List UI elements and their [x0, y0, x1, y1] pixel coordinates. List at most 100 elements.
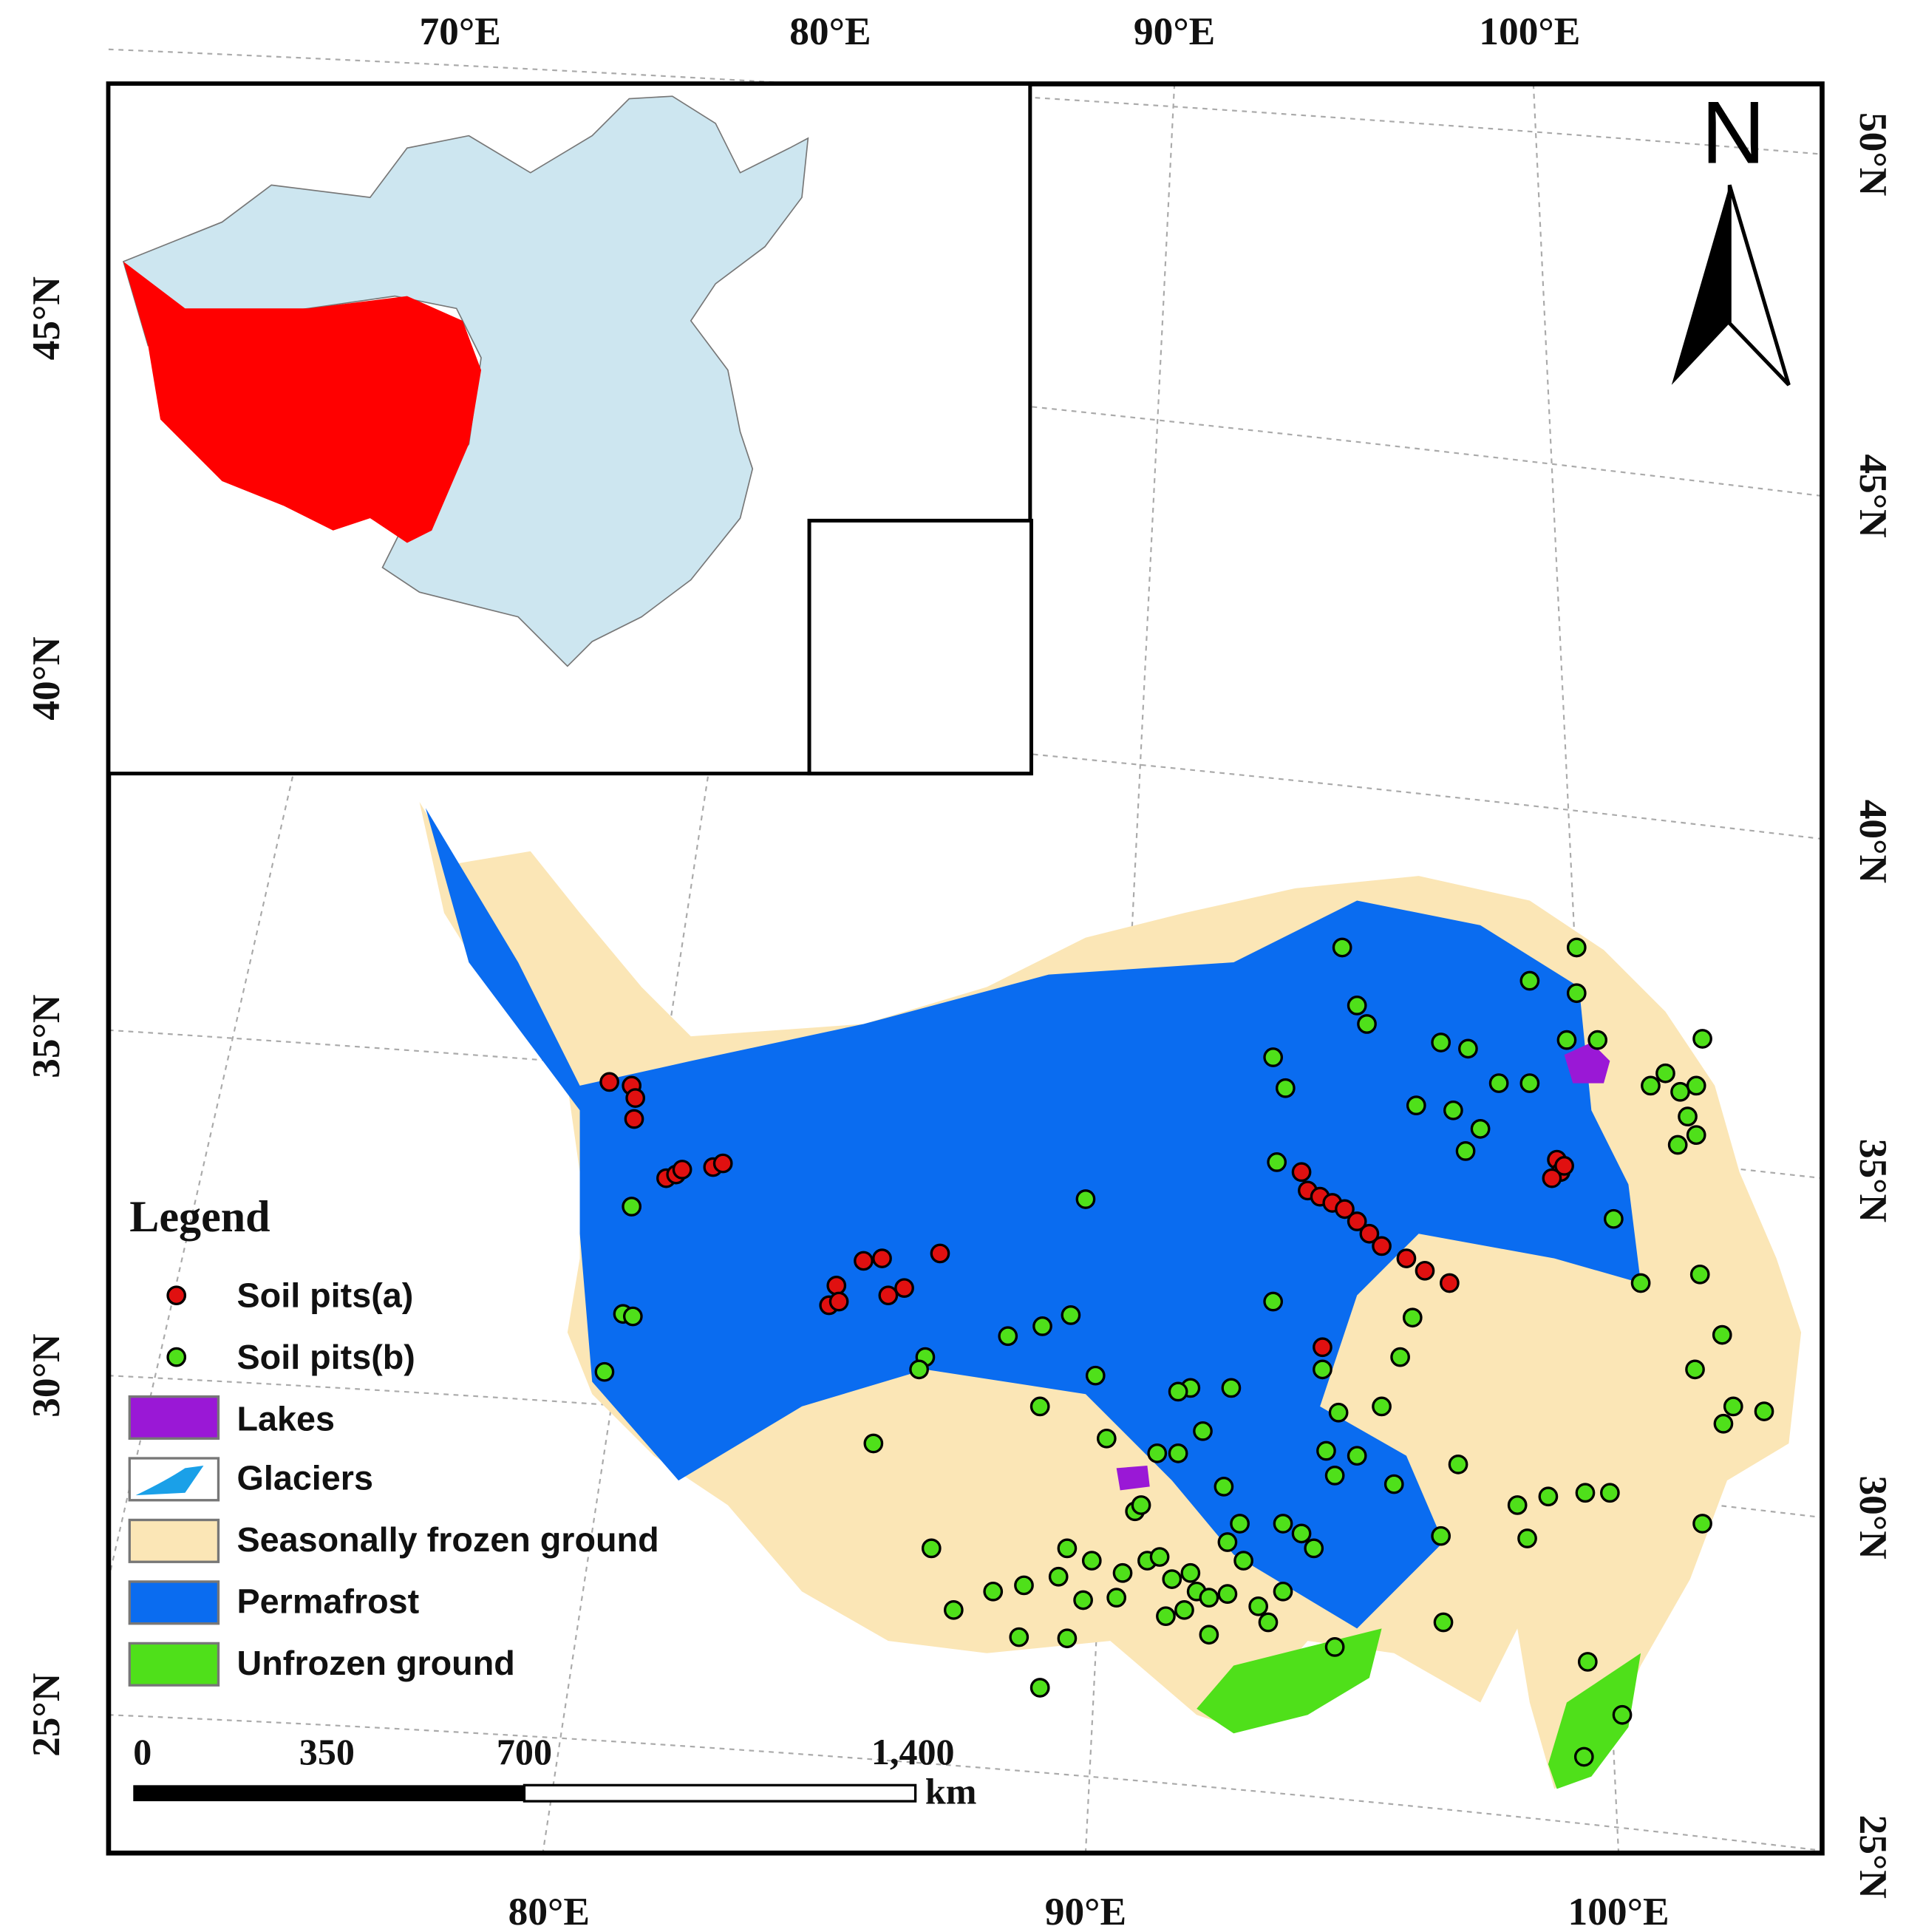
soil-pit-b	[1685, 1359, 1705, 1380]
soil-pit-b	[1667, 1135, 1688, 1155]
soil-pit-b	[1214, 1477, 1234, 1497]
south-china-sea-box	[807, 518, 1033, 776]
legend-green-pit	[166, 1347, 187, 1367]
soil-pit-a	[1291, 1162, 1312, 1183]
coord-label: 40°N	[24, 636, 68, 720]
soil-pit-b	[1096, 1428, 1117, 1449]
soil-pit-b	[1081, 1551, 1102, 1571]
soil-pit-a	[828, 1291, 849, 1312]
soil-pit-b	[1712, 1324, 1732, 1345]
soil-pit-b	[1032, 1316, 1052, 1336]
legend-label: Permafrost	[237, 1582, 420, 1620]
legend-label: Soil pits(a)	[237, 1276, 414, 1314]
soil-pit-a	[599, 1072, 619, 1092]
scale-unit: km	[925, 1770, 977, 1812]
soil-pit-b	[1587, 1030, 1608, 1050]
plateau	[419, 801, 1802, 1789]
soil-pit-a	[712, 1153, 733, 1174]
soil-pit-b	[1168, 1381, 1188, 1402]
soil-pit-b	[1009, 1627, 1029, 1647]
soil-pit-b	[1273, 1514, 1293, 1534]
soil-pit-b	[1678, 1106, 1698, 1126]
coord-label: 80°E	[789, 9, 871, 53]
scale-black	[133, 1785, 525, 1802]
soil-pit-b	[1433, 1612, 1454, 1633]
legend-seasonal	[128, 1518, 220, 1563]
soil-pit-b	[1014, 1575, 1034, 1596]
soil-pit-b	[1686, 1125, 1706, 1146]
soil-pit-b	[1372, 1396, 1392, 1417]
soil-pit-a	[1335, 1199, 1355, 1220]
north-label: N	[1701, 83, 1766, 182]
soil-pit-b	[1655, 1063, 1675, 1084]
legend-red-pit	[166, 1285, 187, 1306]
soil-pit-b	[1575, 1483, 1596, 1503]
soil-pit-b	[983, 1581, 1004, 1602]
soil-pit-b	[1347, 1446, 1367, 1466]
soil-pit-a	[624, 1109, 644, 1129]
soil-pit-b	[1267, 1152, 1287, 1172]
soil-pit-b	[1573, 1746, 1594, 1767]
legend	[128, 1285, 220, 1687]
coord-label: 40°N	[1851, 800, 1896, 883]
soil-pit-a	[930, 1243, 950, 1264]
arrow-right	[1727, 184, 1791, 387]
soil-pit-b	[909, 1359, 929, 1380]
soil-pit-b	[622, 1197, 642, 1217]
soil-pit-b	[1199, 1588, 1219, 1608]
soil-pit-b	[1112, 1562, 1133, 1583]
soil-pit-b	[1754, 1401, 1774, 1421]
soil-pit-b	[1448, 1455, 1468, 1474]
coord-label: 80°E	[508, 1889, 590, 1932]
soil-pit-b	[1402, 1307, 1423, 1328]
legend-label: Lakes	[237, 1399, 335, 1438]
north-arrow	[1671, 184, 1791, 387]
coord-label: 35°N	[1851, 1139, 1896, 1222]
legend-permafrost	[128, 1580, 220, 1625]
soil-pit-b	[1519, 970, 1540, 991]
soil-pit-b	[998, 1326, 1018, 1347]
soil-pit-b	[1324, 1637, 1345, 1657]
coord-label: 25°N	[24, 1673, 68, 1757]
soil-pit-b	[1168, 1443, 1188, 1463]
soil-pit-b	[1630, 1273, 1651, 1293]
scale-white	[523, 1783, 917, 1803]
soil-pit-b	[1085, 1365, 1106, 1386]
soil-pit-b	[1692, 1514, 1712, 1534]
soil-pit-b	[1248, 1596, 1268, 1616]
glacier-icon	[135, 1466, 204, 1496]
soil-pit-b	[1263, 1047, 1284, 1067]
soil-pit-a	[1554, 1156, 1574, 1176]
coord-label: 100°E	[1568, 1889, 1669, 1932]
legend-label: Glaciers	[237, 1458, 373, 1497]
soil-pit-b	[1566, 937, 1587, 958]
soil-pit-b	[1029, 1678, 1050, 1698]
coord-label: 90°E	[1045, 1889, 1126, 1932]
soil-pit-b	[1723, 1396, 1743, 1417]
lake	[1564, 1042, 1610, 1084]
soil-pit-b	[1641, 1075, 1661, 1096]
soil-pit-b	[1507, 1495, 1528, 1515]
soil-pit-b	[1517, 1528, 1537, 1548]
soil-pit-a	[1347, 1211, 1367, 1231]
soil-pit-b	[1230, 1514, 1250, 1534]
soil-pit-b	[1029, 1396, 1050, 1417]
coord-label: 90°E	[1134, 9, 1215, 53]
soil-pit-a	[1313, 1337, 1333, 1358]
soil-pit-b	[1431, 1525, 1451, 1546]
soil-pit-b	[1670, 1081, 1690, 1102]
soil-pit-b	[1199, 1625, 1219, 1645]
tibetan-plateau	[123, 261, 482, 543]
soil-pit-b	[1221, 1378, 1242, 1398]
soil-pit-b	[1612, 1704, 1633, 1725]
soil-pit-a	[1372, 1236, 1392, 1256]
soil-pit-b	[1233, 1551, 1253, 1571]
coord-label: 50°N	[1851, 112, 1896, 196]
soil-pit-b	[1689, 1264, 1710, 1285]
soil-pit-b	[1162, 1569, 1182, 1589]
coord-label: 70°E	[419, 9, 500, 53]
permafrost	[425, 808, 1641, 1629]
soil-pit-b	[1131, 1495, 1151, 1515]
soil-pit-b	[1347, 996, 1367, 1016]
soil-pit-b	[1470, 1118, 1491, 1139]
